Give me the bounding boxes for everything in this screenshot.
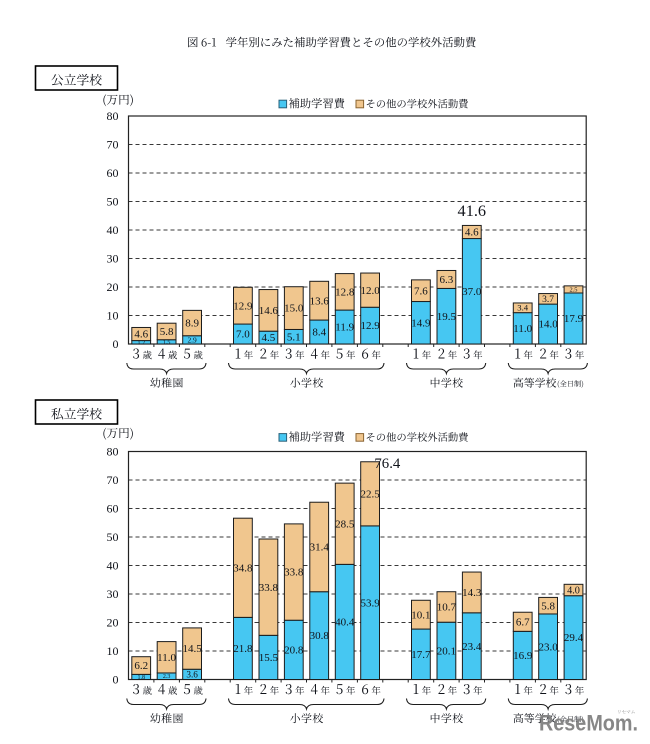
svg-text:12.0: 12.0 — [360, 285, 380, 297]
svg-text:4.6: 4.6 — [134, 329, 148, 341]
svg-text:6.2: 6.2 — [134, 660, 148, 672]
svg-text:14.3: 14.3 — [462, 587, 482, 599]
svg-text:10.1: 10.1 — [411, 609, 430, 621]
svg-text:40.4: 40.4 — [335, 617, 355, 629]
svg-text:6.7: 6.7 — [516, 616, 530, 628]
svg-text:12.9: 12.9 — [233, 300, 253, 312]
svg-text:7.0: 7.0 — [236, 329, 250, 341]
svg-text:3.6: 3.6 — [186, 669, 198, 679]
svg-text:23.0: 23.0 — [538, 641, 558, 653]
svg-text:70: 70 — [107, 473, 119, 487]
svg-text:5.8: 5.8 — [541, 600, 555, 612]
svg-text:ReseMom.: ReseMom. — [539, 711, 638, 736]
svg-text:31.4: 31.4 — [310, 542, 330, 554]
svg-text:53.9: 53.9 — [360, 597, 380, 609]
svg-text:22.5: 22.5 — [360, 489, 380, 501]
svg-text:2.9: 2.9 — [187, 335, 197, 344]
svg-text:5.1: 5.1 — [287, 331, 301, 343]
svg-text:1.2: 1.2 — [137, 340, 145, 346]
svg-text:10.7: 10.7 — [437, 602, 457, 614]
svg-text:33.8: 33.8 — [259, 582, 279, 594]
svg-text:0: 0 — [113, 337, 119, 351]
svg-text:60: 60 — [107, 502, 119, 516]
svg-text:16.9: 16.9 — [513, 650, 533, 662]
svg-text:19.5: 19.5 — [437, 311, 457, 323]
svg-text:15.5: 15.5 — [259, 652, 279, 664]
svg-text:14.9: 14.9 — [411, 317, 431, 329]
svg-text:60: 60 — [107, 166, 119, 180]
svg-text:30: 30 — [107, 252, 119, 266]
svg-text:28.5: 28.5 — [335, 518, 355, 530]
svg-text:40: 40 — [107, 223, 119, 237]
svg-text:50: 50 — [107, 195, 119, 209]
svg-text:76.4: 76.4 — [374, 456, 400, 472]
svg-text:30.8: 30.8 — [310, 630, 330, 642]
svg-text:7.6: 7.6 — [414, 285, 428, 297]
svg-text:13.6: 13.6 — [310, 295, 330, 307]
svg-text:15.0: 15.0 — [284, 303, 304, 315]
svg-text:0: 0 — [113, 673, 119, 687]
svg-text:20: 20 — [107, 616, 119, 630]
svg-text:4.5: 4.5 — [262, 332, 276, 344]
svg-text:3.4: 3.4 — [517, 303, 529, 313]
svg-text:80: 80 — [107, 445, 119, 459]
svg-text:41.6: 41.6 — [458, 201, 487, 220]
svg-text:1.5: 1.5 — [163, 340, 171, 346]
svg-text:12.9: 12.9 — [360, 320, 380, 332]
svg-text:11.9: 11.9 — [335, 322, 354, 334]
svg-text:10: 10 — [107, 644, 119, 658]
svg-text:40: 40 — [107, 559, 119, 573]
svg-text:17.9: 17.9 — [564, 313, 584, 325]
svg-text:5.8: 5.8 — [160, 326, 174, 338]
svg-text:33.8: 33.8 — [284, 567, 304, 579]
svg-text:12.8: 12.8 — [335, 287, 355, 299]
svg-text:37.0: 37.0 — [462, 286, 482, 298]
svg-text:70: 70 — [107, 138, 119, 152]
svg-text:20: 20 — [107, 280, 119, 294]
svg-text:20.8: 20.8 — [284, 645, 304, 657]
svg-text:14.6: 14.6 — [259, 305, 279, 317]
svg-text:4.0: 4.0 — [567, 585, 580, 596]
svg-text:6.3: 6.3 — [440, 274, 454, 286]
svg-text:11.0: 11.0 — [513, 323, 532, 335]
svg-text:29.4: 29.4 — [564, 632, 584, 644]
svg-text:3.7: 3.7 — [542, 295, 554, 305]
svg-text:30: 30 — [107, 587, 119, 601]
svg-text:50: 50 — [107, 530, 119, 544]
svg-text:34.8: 34.8 — [233, 562, 253, 574]
svg-text:80: 80 — [107, 109, 119, 123]
svg-text:8.9: 8.9 — [185, 318, 199, 330]
svg-text:2.3: 2.3 — [163, 674, 171, 680]
svg-text:10: 10 — [107, 309, 119, 323]
svg-text:14.0: 14.0 — [538, 319, 558, 331]
svg-text:14.5: 14.5 — [182, 643, 202, 655]
svg-text:1.8: 1.8 — [137, 675, 145, 681]
svg-text:8.4: 8.4 — [312, 327, 326, 339]
svg-text:20.1: 20.1 — [437, 646, 456, 658]
svg-text:21.8: 21.8 — [233, 643, 253, 655]
svg-text:4.6: 4.6 — [465, 227, 479, 239]
svg-text:11.0: 11.0 — [157, 652, 176, 664]
svg-text:2.5: 2.5 — [569, 287, 577, 294]
svg-text:17.7: 17.7 — [411, 649, 431, 661]
svg-text:23.4: 23.4 — [462, 641, 482, 653]
